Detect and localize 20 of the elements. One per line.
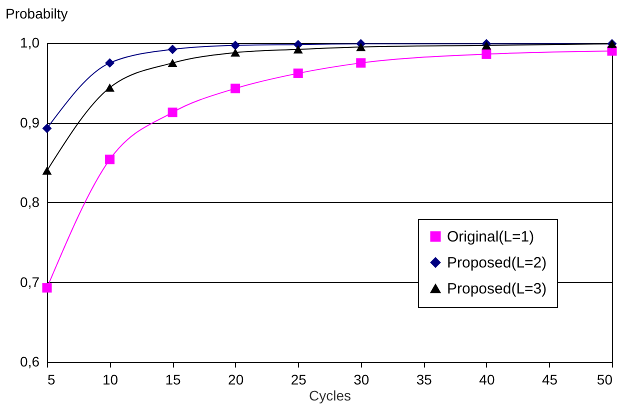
- y-tick-label: 0,6: [20, 354, 40, 370]
- legend-label: Proposed(L=2): [447, 254, 547, 272]
- x-tick-label: 20: [228, 372, 244, 388]
- y-tick-label: 0,8: [20, 194, 40, 210]
- y-tick-label: 1,0: [20, 34, 40, 50]
- x-tick-label: 15: [165, 372, 182, 388]
- y-axis-title: Probabilty: [6, 6, 68, 22]
- legend-label: Original(L=1): [447, 228, 534, 246]
- y-tick-label: 0,9: [20, 114, 40, 130]
- x-tick-label: 25: [290, 372, 307, 388]
- x-tick-label: 30: [354, 372, 370, 388]
- legend-label: Proposed(L=3): [447, 280, 547, 298]
- x-tick-label: 10: [102, 372, 118, 388]
- x-axis-title: Cycles: [308, 388, 352, 404]
- x-tick-label: 45: [542, 372, 558, 388]
- x-tick-label: 5: [48, 372, 56, 388]
- x-tick-label: 35: [416, 372, 432, 388]
- y-tick-label: 0,7: [20, 274, 40, 290]
- x-tick-label: 40: [479, 372, 495, 388]
- x-tick-label: 50: [596, 372, 613, 388]
